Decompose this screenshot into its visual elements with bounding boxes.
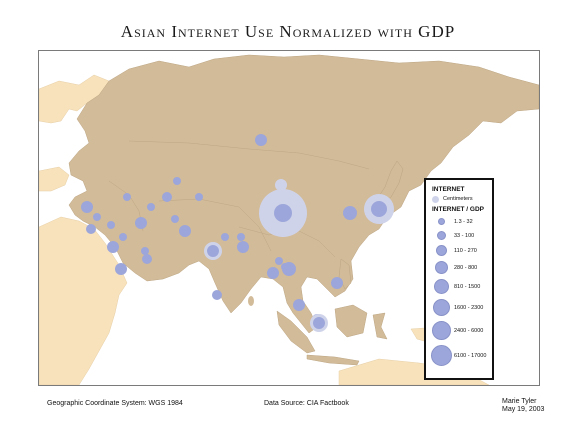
sulawesi-land bbox=[372, 312, 388, 340]
symbol-nepal bbox=[221, 233, 229, 241]
symbol-bhutan bbox=[237, 233, 245, 241]
legend-row: 33 - 100 bbox=[426, 230, 492, 250]
legend-symbol bbox=[438, 218, 445, 225]
legend-row: 110 - 270 bbox=[426, 244, 492, 264]
symbol-uzbek bbox=[147, 203, 155, 211]
sri-lanka-land bbox=[248, 296, 254, 306]
symbol-malaysia bbox=[293, 299, 305, 311]
legend-subtitle: INTERNET / GDP bbox=[432, 206, 485, 213]
symbol-vietnam bbox=[282, 262, 296, 276]
symbol-mongolia bbox=[173, 177, 181, 185]
proportional-symbols bbox=[81, 134, 394, 332]
legend-symbol bbox=[437, 231, 446, 240]
symbol-saudi bbox=[107, 241, 119, 253]
legend-class-label: 33 - 100 bbox=[454, 233, 475, 239]
legend-title: INTERNET bbox=[432, 186, 465, 193]
symbol-kyrgyz bbox=[195, 193, 203, 201]
legend-class-label: 110 - 270 bbox=[454, 248, 477, 254]
projection-note: Geographic Coordinate System: WGS 1984 bbox=[47, 400, 183, 407]
symbol-korea bbox=[343, 206, 357, 220]
symbol-uae bbox=[141, 247, 149, 255]
symbol-turkey bbox=[81, 201, 93, 213]
legend-row: 2400 - 6000 bbox=[426, 320, 492, 340]
legend-class-label: 280 - 800 bbox=[454, 265, 478, 271]
symbol-indonesia bbox=[313, 317, 325, 329]
borneo-land bbox=[334, 304, 368, 338]
legend-row: 6100 - 17000 bbox=[426, 344, 492, 366]
legend-centimeters-label: Centimeters bbox=[443, 196, 473, 202]
africa-land bbox=[39, 216, 128, 385]
symbol-syria bbox=[93, 213, 101, 221]
symbol-pakistan bbox=[179, 225, 191, 237]
symbol-kazakhstan bbox=[162, 192, 172, 202]
legend-class-label: 2400 - 6000 bbox=[454, 328, 484, 334]
legend-centimeters-swatch bbox=[432, 196, 439, 203]
symbol-china bbox=[274, 204, 292, 222]
map-date: May 19, 2003 bbox=[502, 406, 545, 413]
symbol-philippines bbox=[331, 277, 343, 289]
legend-row: 1600 - 2300 bbox=[426, 298, 492, 318]
legend-symbol bbox=[433, 299, 450, 316]
legend-class-label: 1600 - 2300 bbox=[454, 305, 484, 311]
symbol-oman bbox=[142, 254, 152, 264]
author-name: Marie Tyler bbox=[502, 398, 537, 405]
symbol-sri-lanka bbox=[212, 290, 222, 300]
symbol-turkmen bbox=[123, 193, 131, 201]
legend-class-label: 810 - 1500 bbox=[454, 284, 481, 290]
symbol-afghanistan bbox=[171, 215, 179, 223]
legend-symbol bbox=[434, 279, 449, 294]
legend-row: 810 - 1500 bbox=[426, 278, 492, 298]
symbol-thailand bbox=[275, 257, 283, 265]
symbol-yemen bbox=[115, 263, 127, 275]
mediterranean-land bbox=[39, 166, 70, 192]
symbol-india bbox=[207, 245, 219, 257]
symbol-japan bbox=[371, 201, 387, 217]
symbol-myanmar bbox=[267, 267, 279, 279]
legend-class-label: 6100 - 17000 bbox=[454, 353, 487, 359]
symbol-iran bbox=[135, 217, 147, 229]
legend-symbol bbox=[435, 261, 448, 274]
symbol-israel bbox=[86, 224, 96, 234]
data-source-note: Data Source: CIA Factbook bbox=[264, 400, 349, 407]
symbol-bangladesh bbox=[237, 241, 249, 253]
java-land bbox=[306, 354, 360, 366]
symbol-iraq bbox=[107, 221, 115, 229]
symbol-russia bbox=[255, 134, 267, 146]
legend-row: 280 - 800 bbox=[426, 260, 492, 280]
legend-symbol bbox=[431, 345, 452, 366]
legend-symbol bbox=[436, 245, 447, 256]
japan-land bbox=[376, 160, 404, 204]
legend-class-label: 1.3 - 32 bbox=[454, 219, 473, 225]
legend-row: 1.3 - 32 bbox=[426, 216, 492, 236]
map-title: Asian Internet Use Normalized with GDP bbox=[120, 22, 456, 41]
sumatra-land bbox=[276, 310, 316, 354]
map-legend: INTERNET Centimeters INTERNET / GDP 1.3 … bbox=[424, 178, 494, 380]
symbol-halo-china-north bbox=[275, 179, 287, 191]
symbol-kuwait bbox=[119, 233, 127, 241]
legend-symbol bbox=[432, 321, 451, 340]
